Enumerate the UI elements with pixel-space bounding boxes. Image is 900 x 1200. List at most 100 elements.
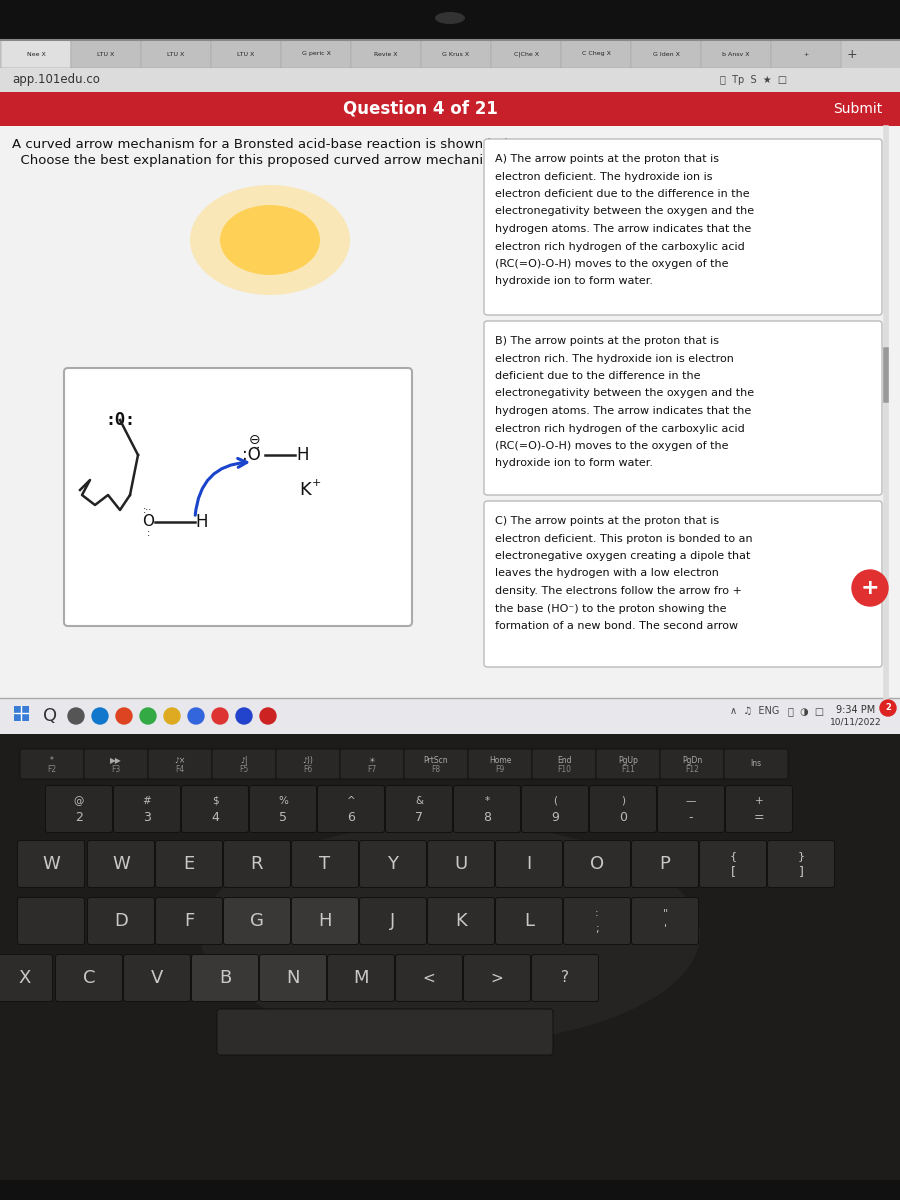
Text: electronegative oxygen creating a dipole that: electronegative oxygen creating a dipole… [495, 551, 751, 560]
FancyBboxPatch shape [351, 40, 421, 68]
FancyBboxPatch shape [484, 320, 882, 494]
Text: density. The electrons follow the arrow fro +: density. The electrons follow the arrow … [495, 586, 742, 596]
Text: G Iden X: G Iden X [652, 52, 680, 56]
Text: F4: F4 [176, 766, 184, 774]
Text: ): ) [621, 796, 625, 805]
Text: Submit: Submit [833, 102, 883, 116]
FancyBboxPatch shape [484, 502, 882, 667]
FancyBboxPatch shape [17, 898, 85, 944]
FancyBboxPatch shape [318, 786, 384, 833]
FancyBboxPatch shape [521, 786, 589, 833]
Text: D: D [114, 912, 128, 930]
Text: electron rich hydrogen of the carboxylic acid: electron rich hydrogen of the carboxylic… [495, 424, 745, 433]
Text: F10: F10 [557, 766, 571, 774]
Circle shape [212, 708, 228, 724]
Text: leaves the hydrogen with a low electron: leaves the hydrogen with a low electron [495, 569, 719, 578]
Text: H: H [196, 514, 208, 530]
Text: <: < [423, 971, 436, 985]
FancyBboxPatch shape [212, 749, 276, 779]
FancyBboxPatch shape [182, 786, 248, 833]
Text: LTU X: LTU X [238, 52, 255, 56]
Text: I: I [526, 854, 532, 874]
Text: F5: F5 [239, 766, 248, 774]
FancyBboxPatch shape [14, 706, 29, 721]
Circle shape [68, 708, 84, 724]
Text: ☀: ☀ [369, 756, 375, 764]
Text: :··: :·· [143, 505, 153, 515]
Text: C Cheg X: C Cheg X [581, 52, 610, 56]
FancyBboxPatch shape [428, 840, 494, 888]
Text: (: ( [553, 796, 557, 805]
FancyBboxPatch shape [699, 840, 767, 888]
Text: C) The arrow points at the proton that is: C) The arrow points at the proton that i… [495, 516, 719, 526]
FancyBboxPatch shape [771, 40, 841, 68]
FancyBboxPatch shape [563, 840, 631, 888]
Circle shape [260, 708, 276, 724]
Text: M: M [353, 970, 369, 986]
Text: the base (HO⁻) to the proton showing the: the base (HO⁻) to the proton showing the [495, 604, 726, 613]
Text: Revie X: Revie X [374, 52, 398, 56]
Text: b Ansv X: b Ansv X [722, 52, 750, 56]
FancyBboxPatch shape [421, 40, 491, 68]
FancyBboxPatch shape [532, 954, 598, 1002]
FancyBboxPatch shape [0, 0, 900, 42]
FancyBboxPatch shape [563, 898, 631, 944]
Text: :: : [147, 528, 149, 538]
Text: F8: F8 [431, 766, 441, 774]
FancyBboxPatch shape [532, 749, 596, 779]
FancyBboxPatch shape [328, 954, 394, 1002]
FancyBboxPatch shape [20, 749, 84, 779]
Text: Q: Q [43, 707, 57, 725]
FancyBboxPatch shape [660, 749, 724, 779]
Text: 8: 8 [483, 811, 491, 824]
FancyBboxPatch shape [484, 139, 882, 314]
Text: V: V [151, 970, 163, 986]
Text: ♪)): ♪)) [302, 756, 313, 764]
FancyBboxPatch shape [249, 786, 317, 833]
Text: PrtScn: PrtScn [424, 756, 448, 764]
Text: electron rich. The hydroxide ion is electron: electron rich. The hydroxide ion is elec… [495, 354, 734, 364]
Text: -: - [688, 811, 693, 824]
Text: Y: Y [388, 854, 399, 874]
Text: A curved arrow mechanism for a Bronsted acid-base reaction is shown below.: A curved arrow mechanism for a Bronsted … [12, 138, 530, 151]
Text: —: — [686, 796, 697, 805]
Text: +: + [311, 478, 320, 488]
Text: F9: F9 [495, 766, 505, 774]
Text: ♪|: ♪| [240, 756, 248, 764]
Text: electron deficient. This proton is bonded to an: electron deficient. This proton is bonde… [495, 534, 752, 544]
FancyBboxPatch shape [596, 749, 660, 779]
Text: &: & [415, 796, 423, 805]
FancyBboxPatch shape [496, 898, 562, 944]
Text: PgDn: PgDn [682, 756, 702, 764]
Text: F6: F6 [303, 766, 312, 774]
Text: @: @ [74, 796, 85, 805]
FancyBboxPatch shape [217, 1009, 553, 1055]
Circle shape [188, 708, 204, 724]
Text: >: > [491, 971, 503, 985]
Text: N: N [286, 970, 300, 986]
Text: ]: ] [798, 865, 804, 878]
Text: F12: F12 [685, 766, 699, 774]
Text: :Ö: :Ö [241, 446, 260, 464]
Text: A) The arrow points at the proton that is: A) The arrow points at the proton that i… [495, 154, 719, 164]
FancyBboxPatch shape [0, 698, 900, 734]
FancyBboxPatch shape [259, 954, 327, 1002]
Text: 5: 5 [279, 811, 287, 824]
FancyBboxPatch shape [701, 40, 771, 68]
Text: ⊖: ⊖ [249, 433, 261, 446]
Text: Choose the best explanation for this proposed curved arrow mechanism.: Choose the best explanation for this pro… [12, 154, 507, 167]
Text: LTU X: LTU X [97, 52, 114, 56]
Circle shape [880, 700, 896, 716]
Text: PgUp: PgUp [618, 756, 638, 764]
FancyBboxPatch shape [561, 40, 631, 68]
Text: Nee X: Nee X [27, 52, 45, 56]
FancyBboxPatch shape [17, 840, 85, 888]
Text: Home: Home [489, 756, 511, 764]
Text: 2: 2 [885, 703, 891, 713]
FancyBboxPatch shape [46, 786, 112, 833]
Text: X: X [19, 970, 32, 986]
Text: hydroxide ion to form water.: hydroxide ion to form water. [495, 458, 653, 468]
Text: U: U [454, 854, 468, 874]
Text: G: G [250, 912, 264, 930]
Text: (RC(=O)-O-H) moves to the oxygen of the: (RC(=O)-O-H) moves to the oxygen of the [495, 259, 728, 269]
